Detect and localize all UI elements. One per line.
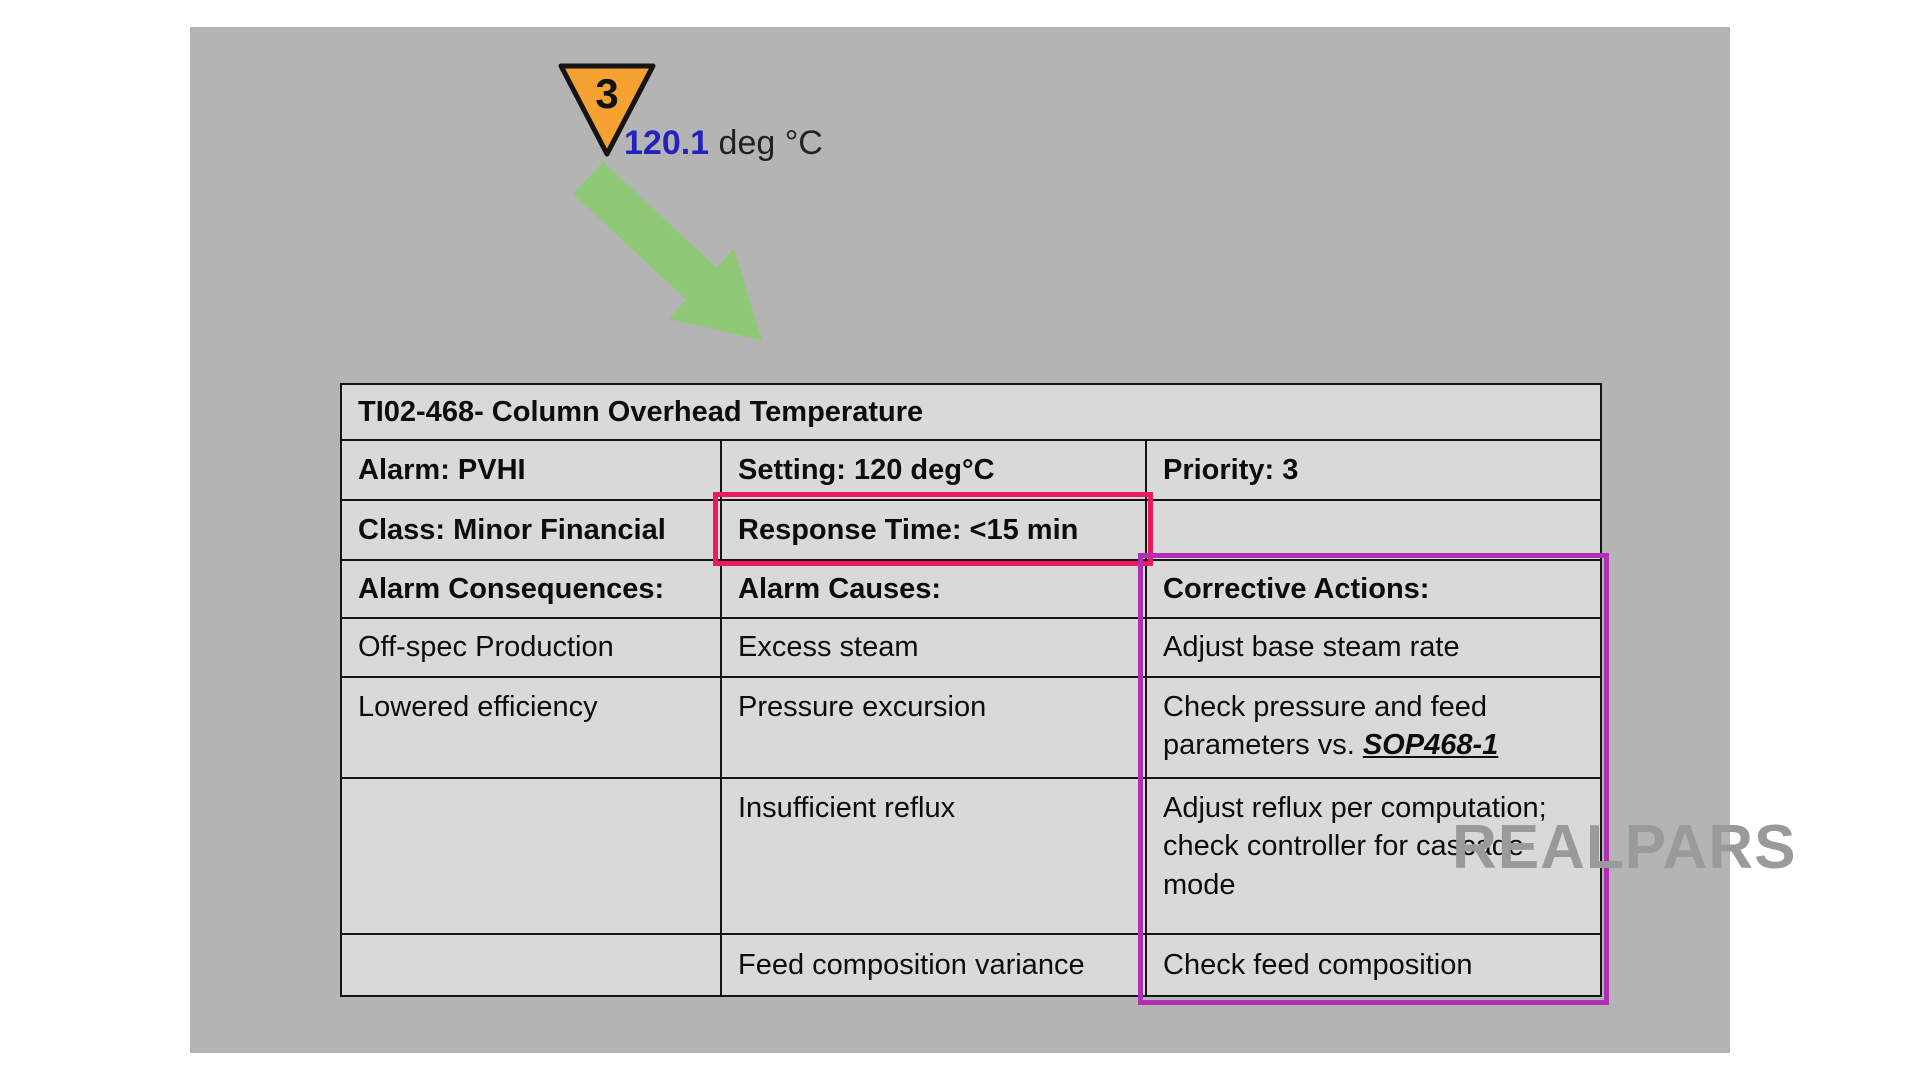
header-causes: Alarm Causes: [720,559,1147,619]
cell-action: Check pressure and feed parameters vs. S… [1144,676,1603,779]
table-row: Insufficient reflux Adjust reflux per co… [340,777,1603,935]
empty-cell [340,933,722,997]
cell-consequence: Lowered efficiency [340,676,722,779]
alarm-triangle-icon [557,62,657,159]
realpars-watermark-logo: REALPARS [1452,813,1797,882]
cell-action: Adjust reflux per computation; check con… [1144,777,1603,935]
cell-cause: Feed composition variance [720,933,1147,997]
table-title-row: TI02-468- Column Overhead Temperature [339,383,1603,441]
cell-consequence: Off-spec Production [340,617,722,678]
action-text: Check pressure and feed parameters vs. [1163,691,1488,762]
table-row: Off-spec Production Excess steam Adjust … [340,617,1603,678]
table-title: TI02-468- Column Overhead Temperature [339,383,1603,441]
cell-cause: Excess steam [720,617,1147,678]
cell-alarm-type: Alarm: PVHI [340,439,722,501]
cell-cause: Pressure excursion [720,676,1147,779]
table-row: Feed composition variance Check feed com… [340,933,1603,997]
header-consequences: Alarm Consequences: [340,559,722,619]
alarm-priority-number: 3 [595,70,619,117]
alarm-table: TI02-468- Column Overhead Temperature Al… [339,383,1603,997]
table-info-row-1: Alarm: PVHI Setting: 120 deg°C Priority:… [340,439,1603,501]
cell-response-time: Response Time: <15 min [720,499,1147,561]
table-header-row: Alarm Consequences: Alarm Causes: Correc… [340,559,1603,619]
cell-setting: Setting: 120 deg°C [720,439,1147,501]
temperature-unit: deg °C [709,124,823,162]
cell-class: Class: Minor Financial [340,499,722,561]
table-info-row-2: Class: Minor Financial Response Time: <1… [340,499,1603,561]
empty-cell [1144,499,1603,561]
cell-action: Check feed composition [1144,933,1603,997]
cell-priority: Priority: 3 [1144,439,1603,501]
annotation-arrow-icon [554,141,798,378]
temperature-value: 120.1 [624,124,710,162]
temperature-reading: 120.1 deg °C [624,124,823,163]
header-actions: Corrective Actions: [1144,559,1603,619]
table-row: Lowered efficiency Pressure excursion Ch… [340,676,1603,779]
empty-cell [340,777,722,935]
cell-cause: Insufficient reflux [720,777,1147,935]
cell-action: Adjust base steam rate [1144,617,1603,678]
sop-reference: SOP468-1 [1362,729,1499,762]
